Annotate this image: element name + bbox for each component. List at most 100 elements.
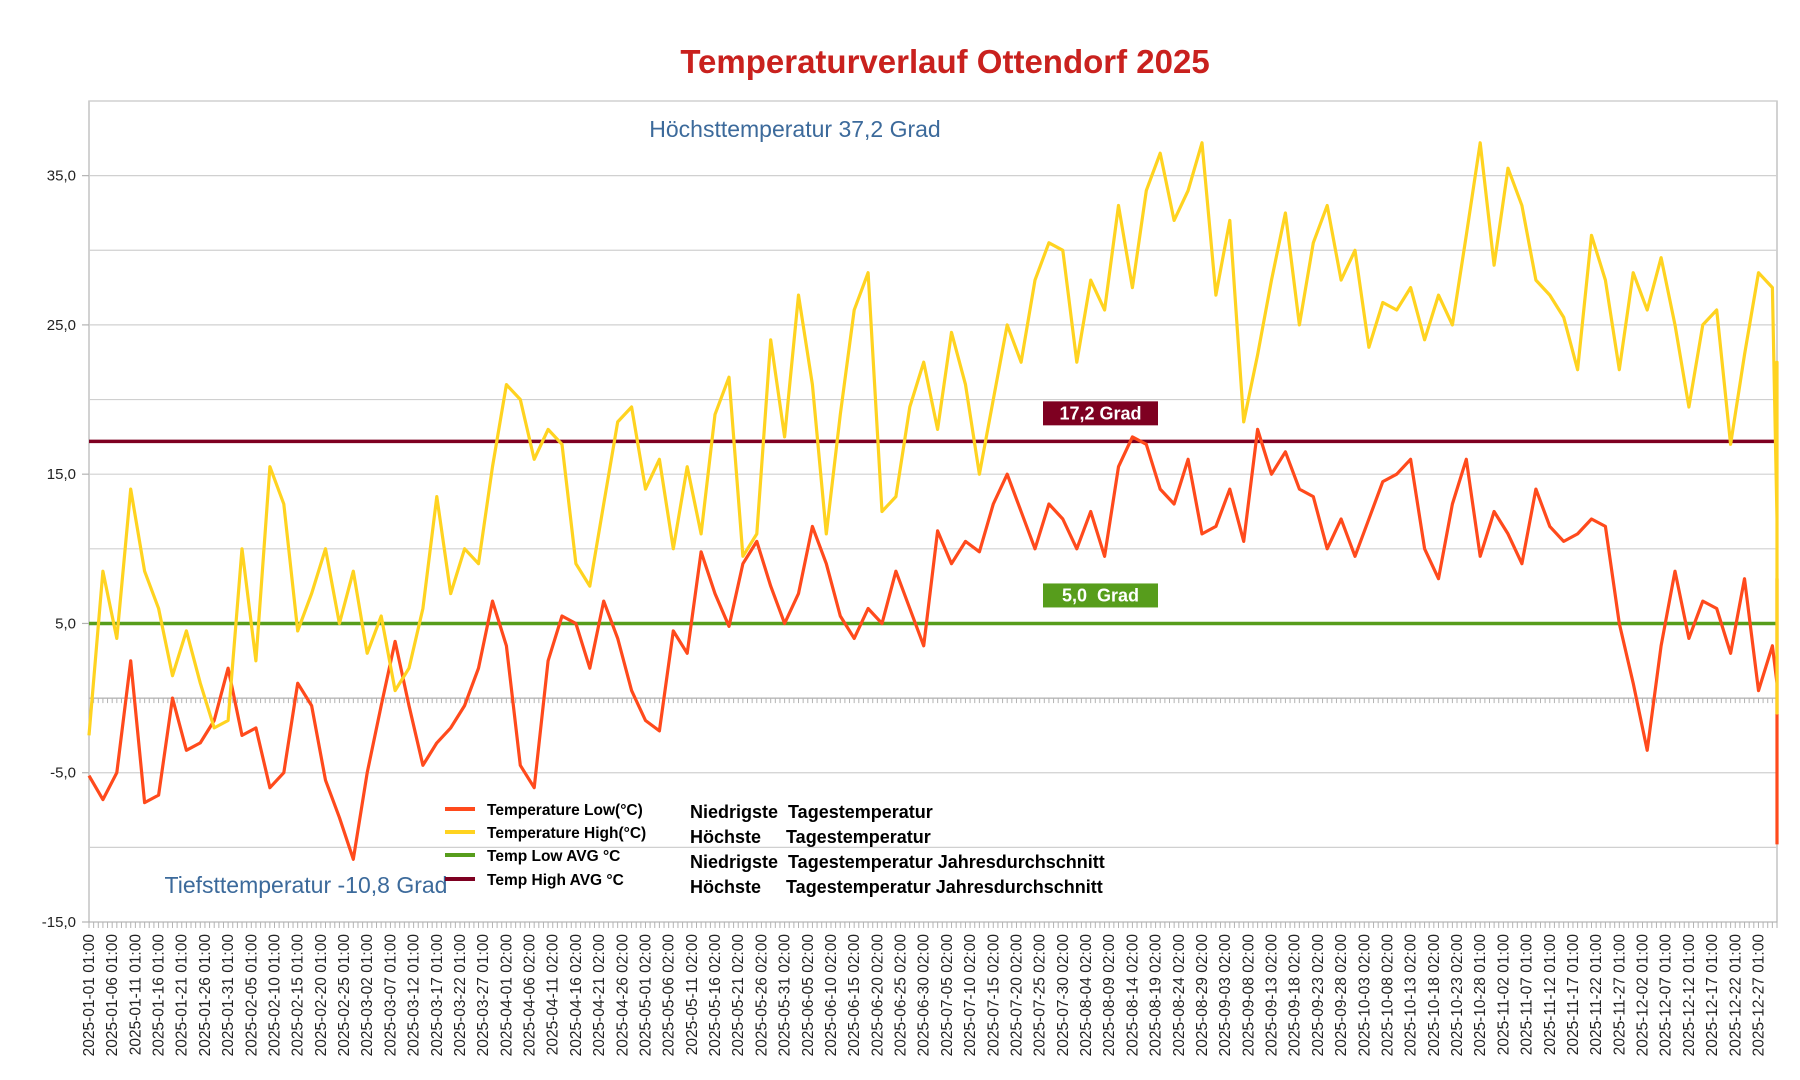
x-tick-label: 2025-05-06 02:00 [661, 934, 678, 1057]
x-tick-label: 2025-04-16 02:00 [568, 934, 585, 1057]
x-tick-label: 2025-02-15 01:00 [290, 934, 307, 1057]
x-tick-label: 2025-11-17 01:00 [1565, 934, 1582, 1056]
x-tick-label: 2025-03-07 01:00 [382, 934, 399, 1057]
x-tick-label: 2025-10-23 02:00 [1449, 934, 1466, 1057]
x-tick-label: 2025-09-28 02:00 [1333, 934, 1350, 1057]
x-tick-label: 2025-01-16 01:00 [151, 934, 168, 1057]
y-tick-label: -5,0 [50, 765, 76, 782]
x-tick-label: 2025-06-30 02:00 [916, 934, 933, 1057]
max-temp-annotation: Höchsttemperatur 37,2 Grad [649, 116, 940, 142]
x-tick-label: 2025-01-31 01:00 [220, 934, 237, 1057]
x-tick-label: 2025-02-20 01:00 [313, 934, 330, 1057]
x-tick-label: 2025-12-17 01:00 [1704, 934, 1721, 1057]
x-tick-label: 2025-09-23 02:00 [1310, 934, 1327, 1057]
legend-desc-low-avg: Niedrigste Tagestemperatur Jahresdurchsc… [690, 852, 1105, 872]
x-tick-label: 2025-04-01 02:00 [498, 934, 515, 1057]
y-axis-ticks: -15,0 -5,0 5,0 15,0 25,0 35,0 [42, 168, 89, 931]
x-tick-label: 2025-06-15 02:00 [846, 934, 863, 1057]
x-tick-label: 2025-05-21 02:00 [730, 934, 747, 1057]
x-tick-label: 2025-09-08 02:00 [1240, 934, 1257, 1057]
x-tick-label: 2025-12-02 01:00 [1635, 934, 1652, 1057]
y-tick-label: 25,0 [47, 317, 76, 334]
x-tick-label: 2025-01-26 01:00 [197, 934, 214, 1057]
x-tick-label: 2025-06-25 02:00 [893, 934, 910, 1057]
x-tick-label: 2025-06-05 02:00 [800, 934, 817, 1057]
x-tick-label: 2025-10-08 02:00 [1379, 934, 1396, 1057]
x-tick-label: 2025-10-18 02:00 [1426, 934, 1443, 1057]
x-tick-label: 2025-10-28 01:00 [1472, 934, 1489, 1057]
legend-desc-low: Niedrigste Tagestemperatur [690, 802, 933, 822]
x-tick-label: 2025-07-30 02:00 [1055, 934, 1072, 1057]
legend-label-low: Temperature Low(°C) [487, 802, 643, 819]
legend-entry-high: Temperature High(°C) Höchste Tagestemper… [445, 825, 931, 847]
legend-desc-high: Höchste Tagestemperatur [690, 827, 931, 847]
avg-badge-label: 17,2 Grad [1059, 403, 1141, 423]
x-tick-label: 2025-05-26 02:00 [753, 934, 770, 1057]
x-tick-label: 2025-06-20 02:00 [869, 934, 886, 1057]
x-tick-label: 2025-03-02 01:00 [359, 934, 376, 1057]
x-tick-label: 2025-03-27 01:00 [475, 934, 492, 1057]
x-tick-label: 2025-01-11 01:00 [127, 934, 144, 1056]
x-tick-label: 2025-02-05 01:00 [243, 934, 260, 1057]
x-tick-label: 2025-10-13 02:00 [1403, 934, 1420, 1057]
x-tick-label: 2025-06-10 02:00 [823, 934, 840, 1057]
legend-label-high: Temperature High(°C) [487, 825, 646, 842]
x-tick-label: 2025-10-03 02:00 [1356, 934, 1373, 1057]
y-tick-label: 15,0 [47, 466, 76, 483]
x-tick-label: 2025-09-18 02:00 [1287, 934, 1304, 1057]
x-tick-label: 2025-02-10 01:00 [266, 934, 283, 1057]
x-tick-label: 2025-01-21 01:00 [174, 934, 191, 1057]
x-tick-label: 2025-11-02 01:00 [1495, 934, 1512, 1056]
x-tick-label: 2025-12-22 01:00 [1727, 934, 1744, 1057]
x-axis-ticks: 2025-01-01 01:00 2025-01-06 01:00 2025-01-… [81, 922, 1778, 1057]
x-tick-label: 2025-01-06 01:00 [104, 934, 121, 1057]
x-tick-label: 2025-12-12 01:00 [1681, 934, 1698, 1057]
min-temp-annotation: Tiefsttemperatur -10,8 Grad [165, 872, 448, 898]
x-tick-label: 2025-04-26 02:00 [614, 934, 631, 1057]
series-line-high [87, 141, 1779, 736]
x-tick-label: 2025-05-01 02:00 [637, 934, 654, 1057]
x-tick-label: 2025-11-22 01:00 [1588, 934, 1605, 1056]
x-tick-label: 2025-05-31 02:00 [777, 934, 794, 1057]
x-tick-label: 2025-07-05 02:00 [939, 934, 956, 1057]
x-tick-label: 2025-12-27 01:00 [1750, 934, 1767, 1057]
y-tick-label: 35,0 [47, 168, 76, 185]
x-tick-label: 2025-12-07 01:00 [1658, 934, 1675, 1057]
x-tick-label: 2025-04-11 02:00 [545, 934, 562, 1056]
x-tick-label: 2025-08-19 02:00 [1148, 934, 1165, 1057]
x-tick-label: 2025-08-24 02:00 [1171, 934, 1188, 1057]
legend-desc-high-avg: Höchste Tagestemperatur Jahresdurchschni… [690, 877, 1103, 897]
x-tick-label: 2025-08-29 02:00 [1194, 934, 1211, 1057]
x-tick-label: 2025-08-09 02:00 [1101, 934, 1118, 1057]
x-tick-label: 2025-07-20 02:00 [1008, 934, 1025, 1057]
series-layer [87, 141, 1779, 861]
x-tick-label: 2025-08-04 02:00 [1078, 934, 1095, 1057]
x-tick-label: 2025-09-03 02:00 [1217, 934, 1234, 1057]
legend-label-low-avg: Temp Low AVG °C [487, 848, 620, 865]
x-tick-label: 2025-08-14 02:00 [1124, 934, 1141, 1057]
average-badges: 5,0 Grad 17,2 Grad [1043, 401, 1158, 608]
series-line-low [87, 427, 1779, 861]
avg-badge [1043, 401, 1158, 426]
avg-badge [1043, 583, 1158, 608]
x-tick-label: 2025-02-25 01:00 [336, 934, 353, 1057]
x-tick-label: 2025-03-17 01:00 [429, 934, 446, 1057]
y-tick-label: 5,0 [55, 615, 76, 632]
x-tick-label: 2025-04-06 02:00 [522, 934, 539, 1057]
legend-entry-low-avg: Temp Low AVG °C Niedrigste Tagestemperat… [445, 848, 1105, 872]
x-tick-label: 2025-11-27 01:00 [1611, 934, 1628, 1056]
x-tick-label: 2025-04-21 02:00 [591, 934, 608, 1057]
legend-entry-high-avg: Temp High AVG °C Höchste Tagestemperatur… [445, 872, 1103, 897]
x-tick-label: 2025-05-16 02:00 [707, 934, 724, 1057]
x-tick-label: 2025-07-10 02:00 [962, 934, 979, 1057]
legend: Temperature Low(°C) Niedrigste Tagestemp… [445, 802, 1105, 897]
chart-title: Temperaturverlauf Ottendorf 2025 [680, 43, 1209, 80]
legend-label-high-avg: Temp High AVG °C [487, 872, 624, 889]
y-tick-label: -15,0 [42, 914, 76, 931]
avg-badge-label: 5,0 Grad [1062, 585, 1139, 605]
x-tick-label: 2025-03-22 01:00 [452, 934, 469, 1057]
x-tick-label: 2025-11-12 01:00 [1542, 934, 1559, 1056]
x-tick-label: 2025-03-12 01:00 [406, 934, 423, 1057]
x-tick-label: 2025-09-13 02:00 [1264, 934, 1281, 1057]
